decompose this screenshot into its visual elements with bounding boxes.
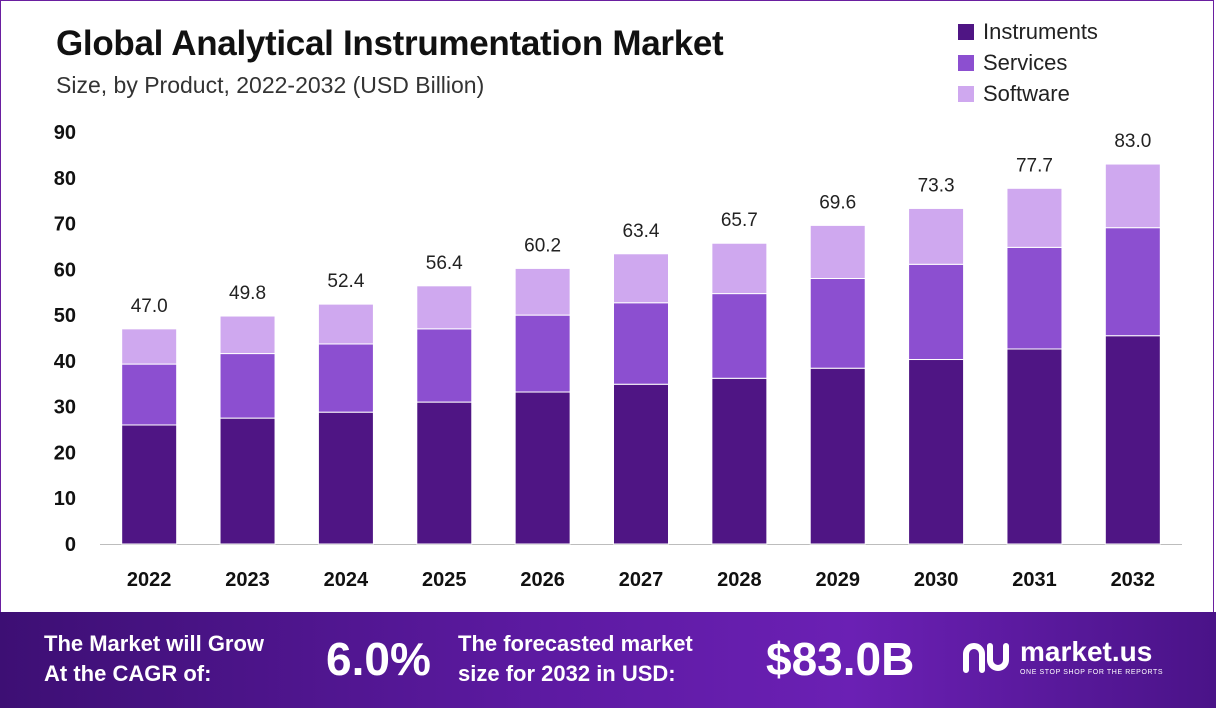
bar-total-label: 52.4 xyxy=(327,271,364,292)
legend-item-instruments: Instruments xyxy=(958,16,1098,47)
bar-segment-services xyxy=(121,363,178,426)
bar-segment-software xyxy=(1006,187,1063,248)
x-tick-label: 2028 xyxy=(717,569,762,591)
bar-segment-services xyxy=(711,293,768,379)
y-tick-label: 10 xyxy=(54,488,76,510)
legend-label-services: Services xyxy=(983,49,1068,75)
legend-item-services: Services xyxy=(958,47,1098,78)
bar-segment-software xyxy=(416,285,473,330)
bar-total-label: 47.0 xyxy=(131,296,168,317)
bar-segment-instruments xyxy=(809,367,866,545)
bar-segment-instruments xyxy=(908,359,965,545)
bar-segment-software xyxy=(711,242,768,295)
chart-subtitle: Size, by Product, 2022-2032 (USD Billion… xyxy=(56,72,485,98)
bar-segment-services xyxy=(809,277,866,369)
bar-segment-instruments xyxy=(514,391,571,545)
bar-segment-services xyxy=(219,353,276,419)
y-tick-label: 70 xyxy=(54,214,76,236)
x-tick-label: 2029 xyxy=(815,569,860,591)
x-tick-label: 2030 xyxy=(914,569,959,591)
bar-segment-services xyxy=(908,263,965,361)
chart-legend: Instruments Services Software xyxy=(958,16,1098,109)
x-tick-label: 2027 xyxy=(619,569,664,591)
bar-segment-software xyxy=(908,207,965,265)
bar-total-label: 65.7 xyxy=(721,210,758,231)
x-tick-label: 2031 xyxy=(1012,569,1057,591)
bar-segment-software xyxy=(219,315,276,355)
x-tick-label: 2022 xyxy=(127,569,172,591)
y-tick-label: 40 xyxy=(54,351,76,373)
brand: market.us ONE STOP SHOP FOR THE REPORTS xyxy=(962,638,1163,676)
forecast-label: The forecasted market size for 2032 in U… xyxy=(458,629,693,689)
bar-segment-instruments xyxy=(1006,348,1063,545)
bar-segment-instruments xyxy=(1104,335,1161,545)
cagr-label-line-2: At the CAGR of: xyxy=(44,661,212,686)
bar-total-label: 56.4 xyxy=(426,253,463,274)
y-tick-label: 50 xyxy=(54,305,76,327)
chart-title: Global Analytical Instrumentation Market xyxy=(56,24,724,63)
bar-segment-instruments xyxy=(711,377,768,545)
bar-segment-instruments xyxy=(416,401,473,545)
cagr-label-line-1: The Market will Grow xyxy=(44,631,265,656)
y-tick-label: 80 xyxy=(54,168,76,190)
bar-segment-instruments xyxy=(219,417,276,545)
legend-swatch-software xyxy=(958,85,974,102)
bar-segment-services xyxy=(613,302,669,385)
bar-total-label: 49.8 xyxy=(229,283,266,304)
bar-segment-instruments xyxy=(613,383,669,545)
y-tick-label: 60 xyxy=(54,259,76,281)
x-tick-label: 2026 xyxy=(520,569,565,591)
bar-segment-services xyxy=(416,328,473,403)
bar-total-label: 77.7 xyxy=(1016,155,1053,176)
x-tick-label: 2024 xyxy=(324,569,369,591)
bar-segment-services xyxy=(1104,227,1161,337)
legend-label-instruments: Instruments xyxy=(983,18,1098,44)
bar-segment-services xyxy=(514,314,571,393)
bar-segment-instruments xyxy=(121,424,178,545)
footer-banner: The Market will Grow At the CAGR of: 6.0… xyxy=(0,612,1216,708)
bar-total-label: 60.2 xyxy=(524,235,561,256)
bar-segment-software xyxy=(1104,163,1161,229)
legend-item-software: Software xyxy=(958,78,1098,109)
legend-swatch-instruments xyxy=(958,23,974,40)
x-tick-label: 2032 xyxy=(1111,569,1156,591)
y-tick-label: 30 xyxy=(54,397,76,419)
cagr-label: The Market will Grow At the CAGR of: xyxy=(44,629,264,689)
bar-segment-software xyxy=(317,303,374,345)
bar-total-label: 83.0 xyxy=(1114,131,1151,152)
bar-segment-software xyxy=(514,267,571,316)
y-tick-label: 20 xyxy=(54,442,76,464)
bar-total-label: 73.3 xyxy=(918,175,955,196)
y-tick-label: 0 xyxy=(65,534,76,556)
stacked-bar-chart: 010203040506070809047.0202249.8202352.42… xyxy=(54,122,1182,591)
bar-segment-services xyxy=(1006,246,1063,350)
bar-segment-services xyxy=(317,343,374,413)
bar-segment-software xyxy=(121,328,178,365)
bar-total-label: 63.4 xyxy=(623,221,660,242)
bar-segment-software xyxy=(809,224,866,279)
x-tick-label: 2023 xyxy=(225,569,270,591)
bar-total-label: 69.6 xyxy=(819,192,856,213)
forecast-label-line-2: size for 2032 in USD: xyxy=(458,661,676,686)
bar-segment-instruments xyxy=(317,411,374,545)
brand-tagline: ONE STOP SHOP FOR THE REPORTS xyxy=(1020,669,1164,676)
y-tick-label: 90 xyxy=(54,122,76,144)
cagr-value: 6.0% xyxy=(326,633,431,685)
forecast-label-line-1: The forecasted market xyxy=(458,631,693,656)
brand-name: market.us xyxy=(1020,636,1153,667)
legend-label-software: Software xyxy=(983,80,1070,106)
bar-segment-software xyxy=(613,253,669,304)
legend-swatch-services xyxy=(958,54,974,71)
x-tick-label: 2025 xyxy=(422,569,467,591)
market-us-logo-icon xyxy=(963,643,1009,673)
forecast-value: $83.0B xyxy=(766,633,915,685)
